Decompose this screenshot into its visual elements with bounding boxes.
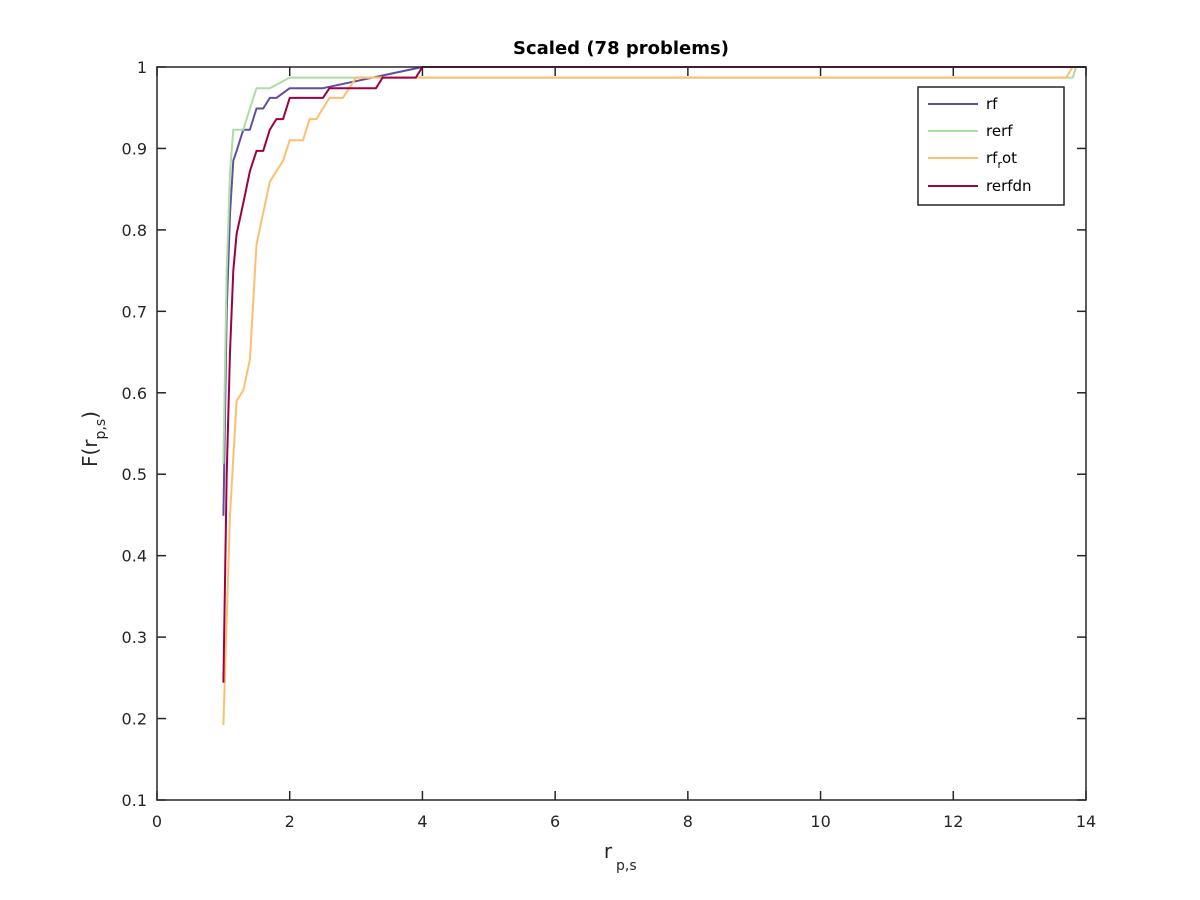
legend-label-rerf: rerf — [986, 122, 1013, 140]
x-tick-label: 8 — [683, 812, 693, 831]
x-axis-label-sub: p,s — [616, 858, 637, 874]
x-tick-label: 2 — [285, 812, 295, 831]
legend-entry-rerfdn: rerfdn — [928, 177, 1032, 195]
series-line-rerfdn — [222, 66, 1086, 683]
y-tick-label: 0.7 — [122, 302, 147, 321]
y-tick-label: 0.5 — [122, 465, 147, 484]
x-tick-label: 14 — [1076, 812, 1096, 831]
x-tick-label: 12 — [943, 812, 963, 831]
y-axis-label-sub: p,s — [93, 419, 109, 440]
chart-title: Scaled (78 problems) — [513, 38, 729, 59]
svg-text:F(rp,s): F(rp,s) — [78, 411, 109, 467]
legend-entry-rf: rf — [928, 95, 998, 113]
y-axis-label-suffix: ) — [78, 411, 102, 419]
series-layer — [222, 66, 1086, 726]
axes-box — [156, 66, 1087, 801]
legend-entry-rf-rot: rfrot — [928, 149, 1017, 171]
x-axis-label-main: r — [604, 839, 613, 863]
y-tick-label: 1 — [137, 58, 147, 77]
y-axis-ticks: 0.1 0.2 0.3 0.4 0.5 0.6 0.7 0.8 0.9 1 — [122, 58, 1086, 810]
x-tick-label: 4 — [417, 812, 427, 831]
legend-label-rf: rf — [986, 95, 998, 113]
y-tick-label: 0.8 — [122, 221, 147, 240]
svg-text:r: r — [604, 839, 613, 863]
y-tick-label: 0.3 — [122, 628, 147, 647]
legend-label-rf-rot: rfrot — [986, 149, 1017, 171]
y-tick-label: 0.2 — [122, 710, 147, 729]
x-tick-label: 0 — [152, 812, 162, 831]
y-tick-label: 0.6 — [122, 384, 147, 403]
x-axis-label: r p,s — [604, 839, 637, 874]
y-tick-label: 0.9 — [122, 139, 147, 158]
axes-layer — [156, 66, 1087, 801]
legend: rf rerf rfrot rerfdn — [917, 86, 1065, 206]
y-tick-label: 0.4 — [122, 547, 147, 566]
x-axis-ticks: 0 2 4 6 8 10 12 14 — [152, 67, 1096, 831]
y-axis-label: F(rp,s) — [78, 411, 109, 467]
y-tick-label: 0.1 — [122, 791, 147, 810]
legend-entry-rerf: rerf — [928, 122, 1013, 140]
y-axis-label-prefix: F(r — [78, 439, 102, 467]
x-tick-label: 6 — [550, 812, 560, 831]
series-line-rf — [222, 66, 1086, 516]
legend-label-rerfdn: rerfdn — [986, 177, 1032, 195]
x-tick-label: 10 — [810, 812, 830, 831]
